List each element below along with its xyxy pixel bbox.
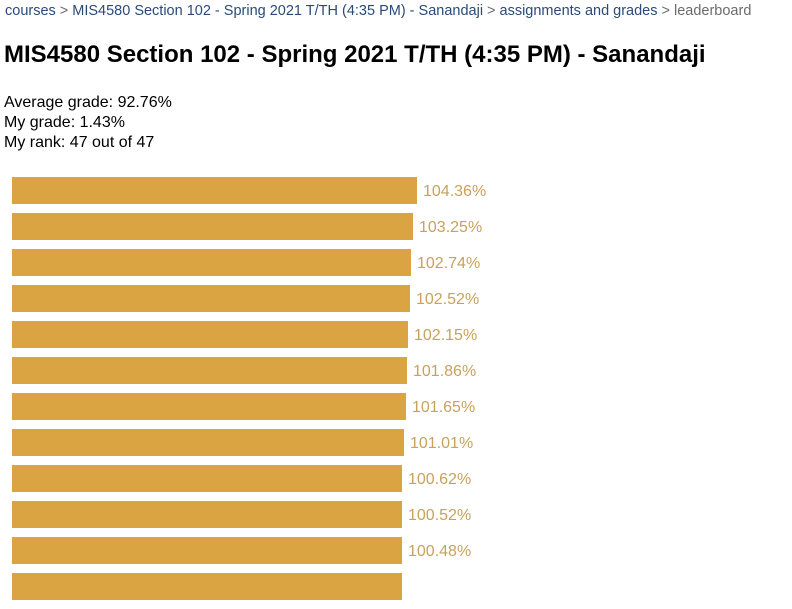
- grade-value: 100.52%: [408, 506, 472, 524]
- grade-bar: [12, 465, 402, 492]
- grade-value: 102.52%: [416, 290, 480, 308]
- grade-bar: [12, 213, 413, 240]
- leaderboard-row: 101.86%: [12, 357, 772, 384]
- grade-value: 100.62%: [408, 470, 472, 488]
- leaderboard-row: 100.48%: [12, 537, 772, 564]
- leaderboard-row: 103.25%: [12, 213, 772, 240]
- breadcrumb-link-course[interactable]: MIS4580 Section 102 - Spring 2021 T/TH (…: [72, 3, 484, 19]
- grade-value: 104.36%: [423, 182, 487, 200]
- leaderboard-row: 104.36%: [12, 177, 772, 204]
- leaderboard: 104.36% 103.25% 102.74% 102.52% 102.15% 101.8…: [12, 177, 772, 609]
- leaderboard-row: 101.01%: [12, 429, 772, 456]
- breadcrumb: courses > MIS4580 Section 102 - Spring 202…: [5, 3, 751, 20]
- grade-bar: [12, 573, 402, 600]
- grade-value: 101.65%: [412, 398, 476, 416]
- my-rank: My rank: 47 out of 47: [4, 134, 155, 151]
- breadcrumb-current: leaderboard: [673, 3, 752, 19]
- grade-value: 102.74%: [417, 254, 481, 272]
- leaderboard-row: 102.52%: [12, 285, 772, 312]
- grade-bar: [12, 501, 402, 528]
- breadcrumb-separator: >: [59, 3, 69, 19]
- grade-bar: [12, 285, 410, 312]
- page-title: MIS4580 Section 102 - Spring 2021 T/TH (…: [4, 41, 706, 68]
- grade-bar: [12, 249, 411, 276]
- grade-bar: [12, 177, 417, 204]
- average-grade: Average grade: 92.76%: [4, 94, 172, 111]
- leaderboard-row: 100.62%: [12, 465, 772, 492]
- breadcrumb-link-courses[interactable]: courses: [5, 3, 56, 19]
- leaderboard-row: [12, 573, 772, 600]
- grade-bar: [12, 429, 404, 456]
- breadcrumb-link-assignments[interactable]: assignments and grades: [499, 3, 658, 19]
- grade-bar: [12, 537, 402, 564]
- grade-bar: [12, 357, 407, 384]
- leaderboard-row: 102.15%: [12, 321, 772, 348]
- my-grade: My grade: 1.43%: [4, 114, 125, 131]
- grade-value: 102.15%: [414, 326, 478, 344]
- grade-value: 101.01%: [410, 434, 474, 452]
- leaderboard-row: 102.74%: [12, 249, 772, 276]
- breadcrumb-separator: >: [487, 3, 496, 19]
- grade-value: 101.86%: [413, 362, 477, 380]
- grade-bar: [12, 393, 406, 420]
- breadcrumb-separator: >: [661, 3, 670, 19]
- grade-value: 100.48%: [408, 542, 472, 560]
- grade-bar: [12, 321, 408, 348]
- leaderboard-row: 100.52%: [12, 501, 772, 528]
- leaderboard-row: 101.65%: [12, 393, 772, 420]
- grade-stats: Average grade: 92.76% My grade: 1.43% My…: [4, 93, 172, 153]
- grade-value: 103.25%: [419, 218, 483, 236]
